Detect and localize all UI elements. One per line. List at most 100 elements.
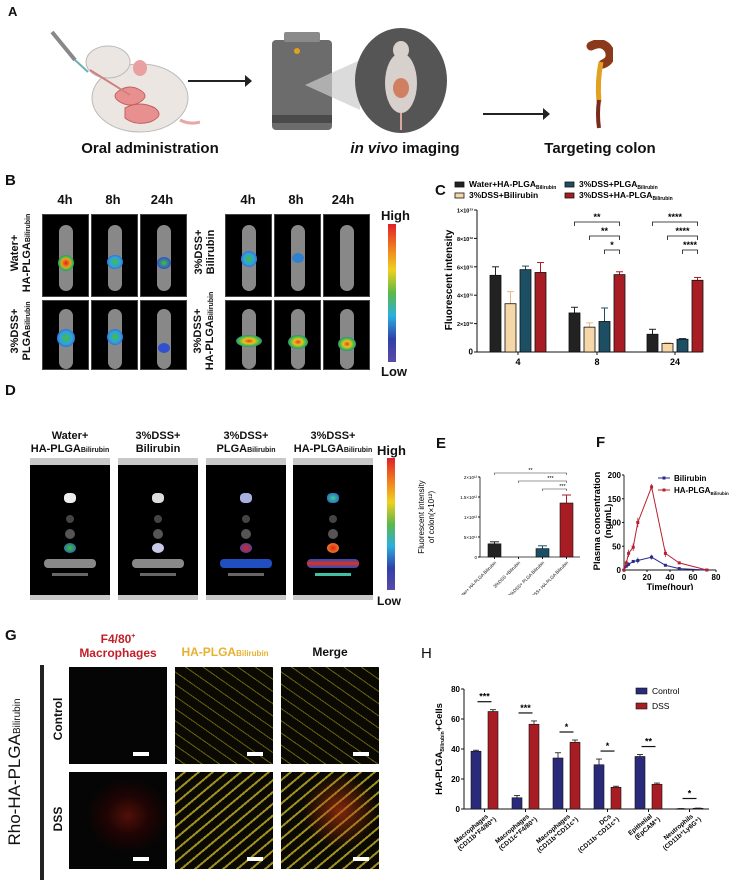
svg-text:**: ** [645, 737, 653, 747]
bar [559, 502, 574, 558]
svg-text:****: **** [668, 212, 683, 222]
mouse-image-plga-24h [140, 300, 187, 370]
svg-text:0: 0 [456, 805, 461, 814]
timepoint-24h-right: 24h [331, 192, 355, 207]
chart-c-fluorescent-intensity: Water+HA-PLGABilirubin 3%DSS+Bilirubin 3%D… [440, 170, 729, 382]
panel-label-b: B [5, 172, 16, 189]
svg-text:5×10¹¹: 5×10¹¹ [464, 535, 478, 540]
svg-text:150: 150 [608, 495, 622, 504]
step-oral-administration: Oral administration [81, 140, 219, 157]
chart-f-plasma-concentration: Plasma concentration (ng/mL) 0 50 100 150 200 0… [588, 455, 729, 592]
mouse-image-plga-4h [42, 300, 89, 370]
svg-text:(ng/mL): (ng/mL) [603, 504, 614, 539]
g-col-header-haplga: HA-PLGABilirubin [181, 645, 269, 659]
svg-text:0: 0 [474, 555, 477, 560]
legend-label: 3%DSS+HA-PLGABilirubin [579, 190, 673, 202]
svg-text:HA-PLGABilirubin: HA-PLGABilirubin [674, 486, 729, 496]
svg-text:0: 0 [469, 348, 474, 357]
bar [470, 750, 482, 810]
g-col-header-f480: F4/80+ Macrophages [79, 632, 157, 660]
d-gray-strip [206, 595, 286, 600]
bar [489, 274, 502, 353]
svg-text:Bilirubin: Bilirubin [674, 474, 707, 483]
panel-label-e: E [436, 435, 447, 452]
svg-text:0: 0 [622, 573, 627, 582]
panel-label-d: D [5, 382, 16, 399]
d-gray-strip [30, 595, 110, 600]
bar [569, 741, 581, 810]
step-in-vivo-rest: imaging [397, 140, 460, 157]
svg-text:3%DSS+ HA-PLGA Bilirubin: 3%DSS+ HA-PLGA Bilirubin [526, 560, 570, 595]
svg-text:20: 20 [451, 775, 460, 784]
legend-label: 3%DSS+Bilirubin [469, 190, 538, 200]
svg-text:****: **** [675, 226, 690, 236]
timepoint-8h-right: 8h [288, 192, 304, 207]
d-colorbar [387, 458, 395, 590]
d-gray-strip [293, 595, 373, 600]
mouse-gavage-illustration [30, 20, 201, 140]
step-in-vivo-italic: in vivo [350, 140, 398, 157]
svg-text:***: *** [559, 484, 566, 490]
bar [691, 279, 704, 353]
svg-text:2×10¹²: 2×10¹² [464, 475, 478, 480]
svg-text:2×10¹²: 2×10¹² [457, 321, 473, 328]
svg-text:Plasma concentration: Plasma concentration [592, 471, 603, 570]
svg-text:8: 8 [594, 357, 599, 367]
svg-text:20: 20 [643, 573, 652, 582]
bar [519, 269, 532, 353]
imaged-mouse-circle [355, 28, 447, 133]
bar [661, 343, 674, 353]
micrograph-dss-f480 [69, 772, 167, 869]
bar [598, 321, 611, 353]
svg-text:Fluorescent intensity: Fluorescent intensity [444, 229, 455, 330]
bar [646, 333, 659, 353]
svg-text:**: ** [528, 468, 533, 474]
legend-swatch [564, 181, 575, 188]
svg-text:1×10¹³: 1×10¹³ [457, 208, 473, 215]
scale-bar [133, 752, 149, 756]
legend-swatch [635, 702, 648, 710]
svg-text:*: * [610, 240, 614, 250]
micrograph-control-merge [281, 667, 379, 764]
mouse-image-water-24h [140, 214, 187, 297]
svg-text:of colon(×10¹²): of colon(×10¹²) [427, 491, 436, 544]
ex-vivo-organ-image-3 [293, 465, 373, 595]
legend-swatch [454, 181, 465, 188]
d-group-label-3: 3%DSS+ HA-PLGABilirubin [293, 430, 373, 455]
timepoint-4h-right: 4h [240, 192, 256, 207]
svg-text:80: 80 [451, 685, 460, 694]
bar [676, 338, 689, 353]
g-row-label-control: Control [51, 697, 65, 741]
svg-text:1×10¹²: 1×10¹² [464, 515, 478, 520]
bar [535, 548, 550, 558]
g-bracket-bar [40, 665, 44, 880]
mouse-image-haplga-8h [274, 300, 321, 370]
legend-swatch [635, 687, 648, 695]
d-gray-strip [118, 458, 198, 465]
bar [675, 808, 687, 810]
bar [534, 272, 547, 353]
mouse-image-bilirubin-8h [274, 214, 321, 297]
bar [504, 303, 517, 353]
ex-vivo-organ-image-1 [118, 465, 198, 595]
b-colorbar [388, 224, 396, 362]
svg-text:60: 60 [451, 715, 460, 724]
svg-text:6×10¹²: 6×10¹² [457, 264, 473, 271]
micrograph-dss-haplga [175, 772, 273, 869]
mouse-image-plga-8h [91, 300, 138, 370]
step-in-vivo-imaging: in vivo imaging [335, 140, 475, 157]
b-row-label-plga: 3%DSS+ PLGABilirubin [9, 301, 33, 361]
step-targeting-colon: Targeting colon [544, 140, 656, 157]
panel-label-h: H [421, 645, 432, 662]
micrograph-dss-merge [281, 772, 379, 869]
svg-text:***: *** [547, 476, 554, 482]
bar [583, 326, 596, 353]
svg-text:40: 40 [451, 745, 460, 754]
svg-text:****: **** [683, 240, 698, 250]
bar [610, 786, 622, 810]
bar [487, 543, 502, 558]
b-scale-high: High [381, 208, 410, 223]
bar [613, 274, 626, 353]
d-gray-strip [30, 458, 110, 465]
arrow-1-head [245, 75, 252, 87]
